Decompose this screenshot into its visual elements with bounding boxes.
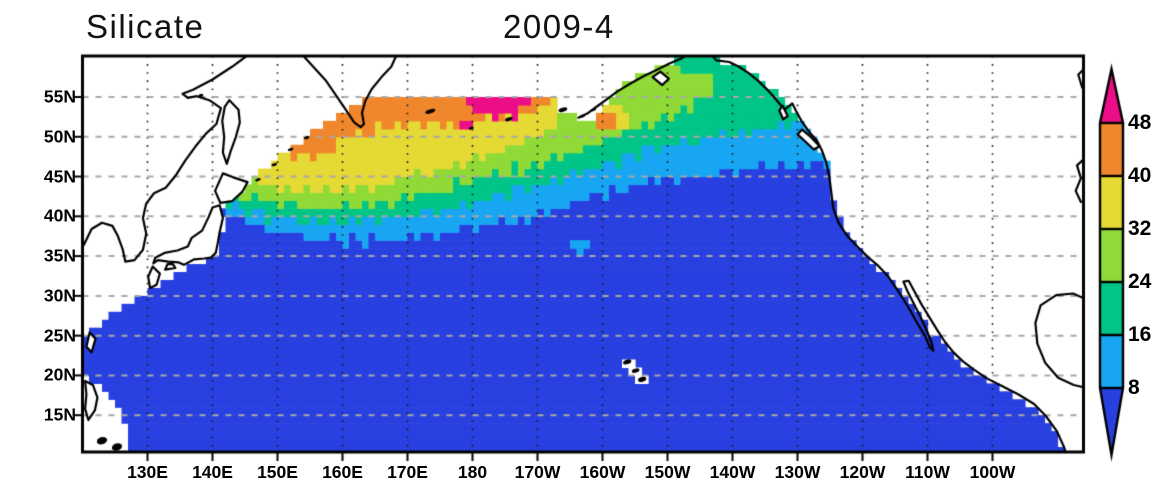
y-tick-label-40N: 40N <box>43 205 76 226</box>
x-tick-label-180: 180 <box>457 462 488 482</box>
x-tick-label-150W: 150W <box>644 462 691 482</box>
x-tick-label-160W: 160W <box>579 462 626 482</box>
page-title: Silicate <box>86 8 205 45</box>
y-tick-label-15N: 15N <box>43 404 76 425</box>
y-tick-label-45N: 45N <box>43 166 76 187</box>
colorbar-tick-label-48: 48 <box>1128 111 1152 134</box>
colorbar-tick-label-40: 40 <box>1128 164 1152 187</box>
x-tick-label-150E: 150E <box>257 462 298 482</box>
x-tick-label-130E: 130E <box>127 462 168 482</box>
y-tick-label-55N: 55N <box>43 86 76 107</box>
x-tick-label-140E: 140E <box>192 462 233 482</box>
x-tick-label-120W: 120W <box>839 462 886 482</box>
date-title: 2009-4 <box>503 8 615 45</box>
x-tick-label-140W: 140W <box>709 462 756 482</box>
x-tick-label-100W: 100W <box>969 462 1016 482</box>
y-tick-label-20N: 20N <box>43 364 76 385</box>
colorbar-tick-label-16: 16 <box>1128 323 1152 346</box>
x-tick-label-170W: 170W <box>514 462 561 482</box>
x-tick-label-170E: 170E <box>387 462 428 482</box>
y-tick-label-30N: 30N <box>43 285 76 306</box>
y-tick-label-25N: 25N <box>43 325 76 346</box>
y-tick-label-50N: 50N <box>43 126 76 147</box>
x-tick-label-130W: 130W <box>774 462 821 482</box>
x-tick-label-160E: 160E <box>322 462 363 482</box>
x-tick-label-110W: 110W <box>905 462 950 482</box>
colorbar-tick-label-24: 24 <box>1128 270 1152 293</box>
colorbar-tick-label-8: 8 <box>1128 376 1140 399</box>
colorbar-tick-label-32: 32 <box>1128 217 1152 240</box>
y-tick-label-35N: 35N <box>43 245 76 266</box>
